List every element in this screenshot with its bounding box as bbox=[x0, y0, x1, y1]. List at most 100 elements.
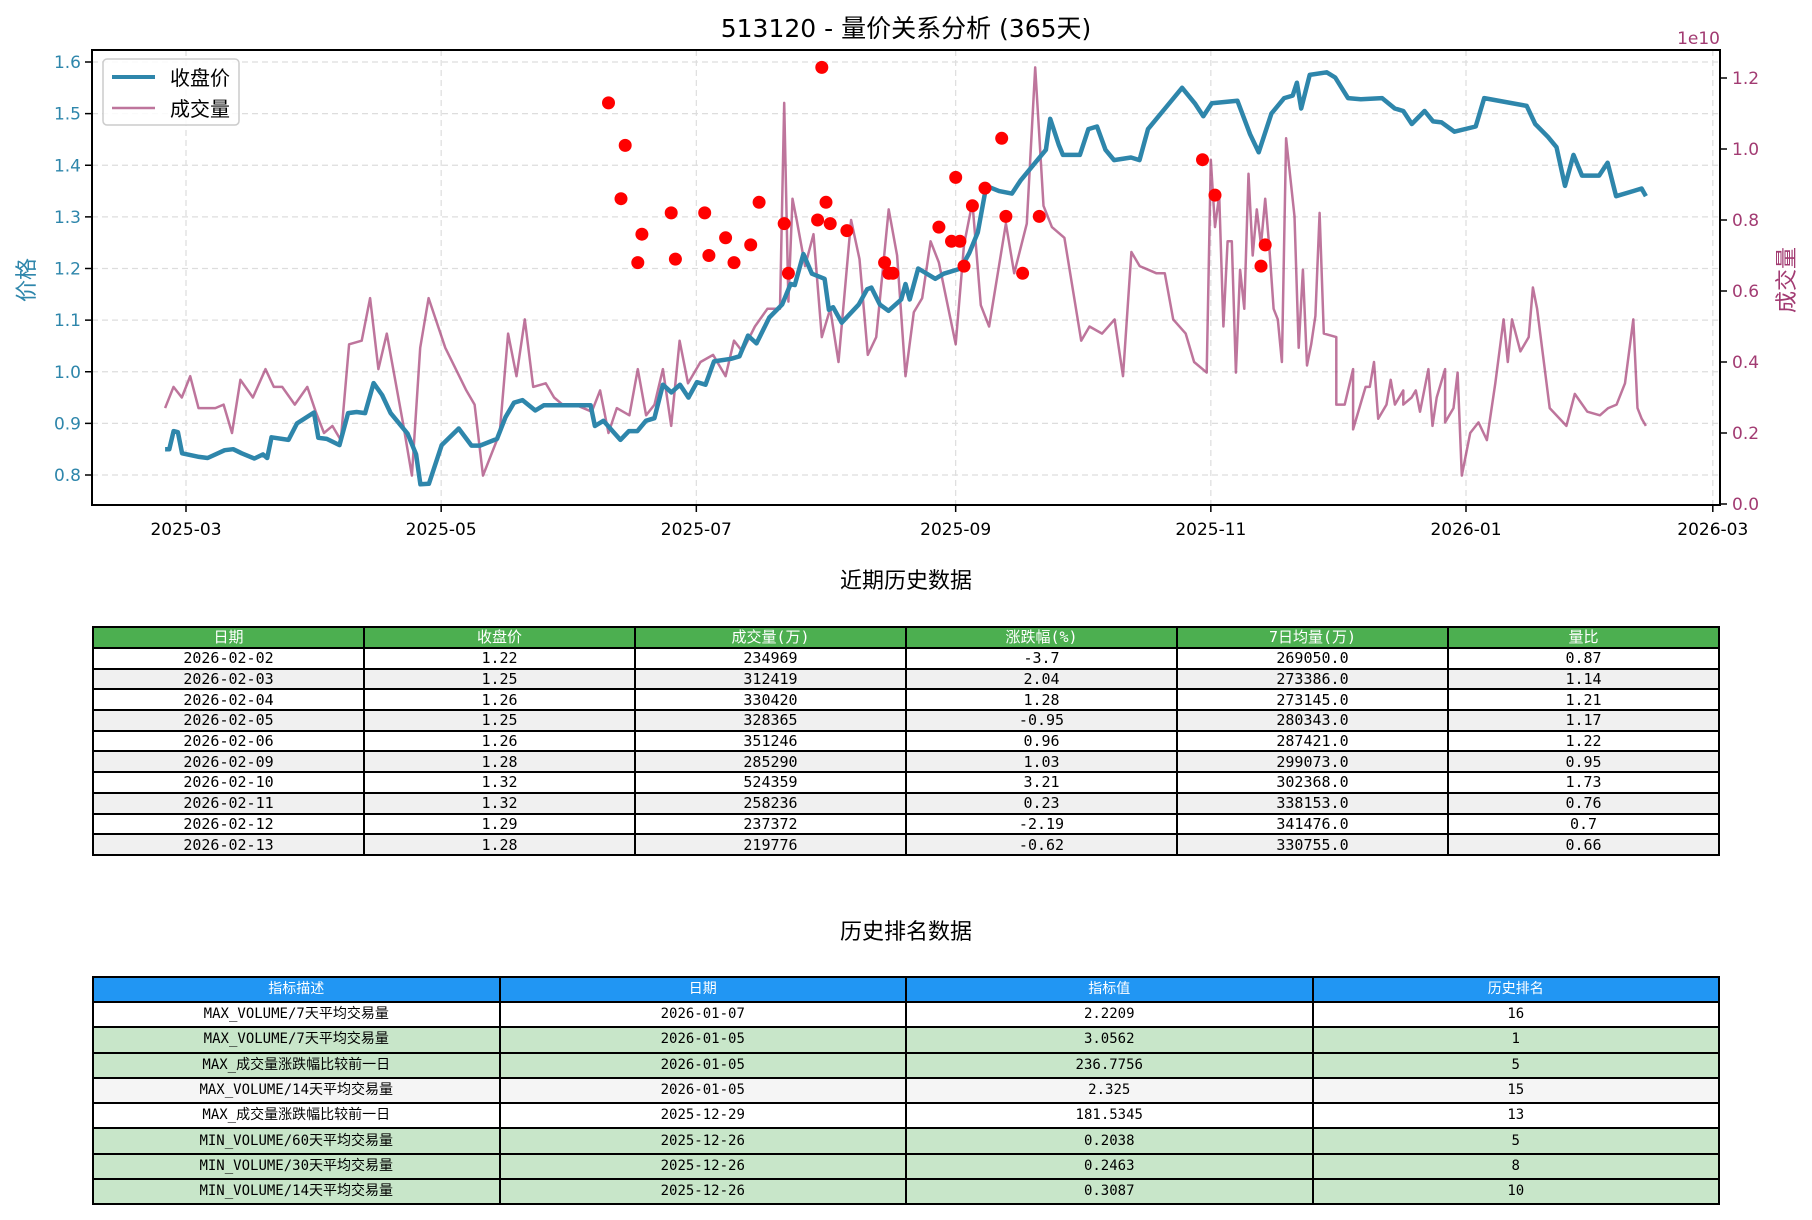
table-cell: 0.7 bbox=[1447, 812, 1720, 836]
table-cell: 15 bbox=[1311, 1076, 1720, 1105]
volume-spike-marker bbox=[965, 199, 979, 213]
rank-table-row: MIN_VOLUME/30天平均交易量 2025-12-26 0.2463 8 bbox=[92, 1152, 1720, 1181]
table-cell: 330755.0 bbox=[1176, 833, 1449, 856]
volume-spike-marker bbox=[631, 256, 645, 270]
legend: 收盘价 成交量 bbox=[102, 58, 240, 126]
x-tick-label: 2026-03 bbox=[1677, 520, 1748, 540]
rank-table-row: MAX_VOLUME/14天平均交易量 2026-01-05 2.325 15 bbox=[92, 1076, 1720, 1105]
volume-spike-marker bbox=[999, 209, 1013, 223]
table-cell: 0.3087 bbox=[905, 1178, 1314, 1206]
plot-frame bbox=[91, 49, 1721, 506]
table-cell: 1.17 bbox=[1447, 709, 1720, 732]
y2-tick-label: 0.4 bbox=[1732, 353, 1759, 373]
table-cell: 0.96 bbox=[905, 729, 1178, 753]
table-cell: -2.19 bbox=[905, 812, 1178, 836]
y2-tick-label: 0.0 bbox=[1732, 495, 1759, 515]
rank-data-table: 指标描述 日期 指标值 历史排名 MAX_VOLUME/7天平均交易量 2026-01-… bbox=[92, 976, 1720, 1206]
table-cell: 1.26 bbox=[363, 729, 636, 753]
column-header: 成交量(万) bbox=[634, 626, 907, 649]
table-cell: MIN_VOLUME/30天平均交易量 bbox=[92, 1152, 501, 1181]
volume-spike-marker bbox=[932, 220, 946, 234]
table-cell: 1.32 bbox=[363, 771, 636, 794]
volume-spike-marker bbox=[1258, 238, 1272, 252]
volume-spike-marker bbox=[698, 206, 712, 220]
column-header: 历史排名 bbox=[1311, 976, 1720, 1003]
table-cell: 2026-02-04 bbox=[92, 688, 365, 712]
volume-spike-marker bbox=[995, 131, 1009, 145]
table-cell: 269050.0 bbox=[1176, 647, 1449, 670]
table-cell: -3.7 bbox=[905, 647, 1178, 670]
table-cell: 2026-02-03 bbox=[92, 667, 365, 691]
table-cell: 3.0562 bbox=[905, 1026, 1314, 1054]
volume-spike-marker bbox=[752, 195, 766, 209]
column-header: 日期 bbox=[92, 626, 365, 649]
table-cell: 0.23 bbox=[905, 791, 1178, 815]
table-cell: 2026-01-07 bbox=[498, 1000, 907, 1029]
table-cell: 1.28 bbox=[363, 833, 636, 856]
table-cell: 285290 bbox=[634, 750, 907, 774]
x-tick-label: 2026-01 bbox=[1430, 520, 1501, 540]
table-cell: 2026-01-05 bbox=[498, 1076, 907, 1105]
table-cell: 3.21 bbox=[905, 771, 1178, 794]
table-cell: 273386.0 bbox=[1176, 667, 1449, 691]
rank-table-row: MAX_成交量涨跌幅比较前一日 2025-12-29 181.5345 13 bbox=[92, 1102, 1720, 1130]
volume-spike-marker bbox=[978, 181, 992, 195]
table-cell: MAX_VOLUME/14天平均交易量 bbox=[92, 1076, 501, 1105]
rank-table-row: MIN_VOLUME/60天平均交易量 2025-12-26 0.2038 5 bbox=[92, 1127, 1720, 1155]
table-cell: 236.7756 bbox=[905, 1051, 1314, 1079]
y-tick-label: 1.5 bbox=[54, 105, 81, 125]
volume-spike-marker bbox=[614, 192, 628, 206]
recent-data-table: 日期 收盘价 成交量(万) 涨跌幅(%) 7日均量(万) 量比 2026-02-02 1.2… bbox=[92, 626, 1720, 856]
table-cell: 1.26 bbox=[363, 688, 636, 712]
grid-lines bbox=[92, 50, 1720, 505]
table-cell: 2026-02-05 bbox=[92, 709, 365, 732]
recent-table-row: 2026-02-12 1.29 237372 -2.19 341476.0 0.7 bbox=[92, 812, 1720, 836]
y-axis-right-offset: 1e10 bbox=[1677, 29, 1720, 49]
table-cell: 312419 bbox=[634, 667, 907, 691]
table-cell: -0.95 bbox=[905, 709, 1178, 732]
price-volume-chart: 513120 - 量价关系分析 (365天) 2025-03 2025-05 202… bbox=[15, 14, 1800, 540]
table-cell: 299073.0 bbox=[1176, 750, 1449, 774]
volume-spike-marker bbox=[777, 217, 791, 231]
volume-spike-marker bbox=[668, 252, 682, 266]
table-cell: 5 bbox=[1311, 1051, 1720, 1079]
table-cell: 0.2038 bbox=[905, 1127, 1314, 1155]
x-tick-label: 2025-09 bbox=[920, 520, 991, 540]
price-line bbox=[165, 70, 1648, 487]
volume-spike-marker bbox=[957, 259, 971, 273]
table-cell: 2.04 bbox=[905, 667, 1178, 691]
volume-spike-marker bbox=[819, 195, 833, 209]
table-cell: 10 bbox=[1311, 1178, 1720, 1206]
legend-volume-label: 成交量 bbox=[170, 97, 230, 121]
y-tick-label: 1.6 bbox=[54, 53, 81, 73]
volume-spike-marker bbox=[781, 266, 795, 280]
y2-tick-label: 0.8 bbox=[1732, 211, 1759, 231]
recent-table-row: 2026-02-11 1.32 258236 0.23 338153.0 0.76 bbox=[92, 791, 1720, 815]
recent-table-row: 2026-02-05 1.25 328365 -0.95 280343.0 1.17 bbox=[92, 709, 1720, 732]
table-cell: MAX_VOLUME/7天平均交易量 bbox=[92, 1026, 501, 1054]
table-cell: 1.25 bbox=[363, 709, 636, 732]
table-cell: 2025-12-29 bbox=[498, 1102, 907, 1130]
column-header: 收盘价 bbox=[363, 626, 636, 649]
table-cell: 1.25 bbox=[363, 667, 636, 691]
recent-table-row: 2026-02-02 1.22 234969 -3.7 269050.0 0.87 bbox=[92, 647, 1720, 670]
table-cell: 338153.0 bbox=[1176, 791, 1449, 815]
table-cell: 1.32 bbox=[363, 791, 636, 815]
volume-spike-marker bbox=[953, 234, 967, 248]
table-cell: 2025-12-26 bbox=[498, 1178, 907, 1206]
volume-spike-marker bbox=[811, 213, 825, 227]
x-axis-ticks: 2025-03 2025-05 2025-07 2025-09 2025-11 2026-… bbox=[150, 505, 1748, 540]
recent-table-row: 2026-02-03 1.25 312419 2.04 273386.0 1.14 bbox=[92, 667, 1720, 691]
x-tick-label: 2025-07 bbox=[661, 520, 732, 540]
volume-spike-marker bbox=[878, 256, 892, 270]
recent-table-row: 2026-02-09 1.28 285290 1.03 299073.0 0.95 bbox=[92, 750, 1720, 774]
table-cell: 1.22 bbox=[363, 647, 636, 670]
rank-table-row: MIN_VOLUME/14天平均交易量 2025-12-26 0.3087 10 bbox=[92, 1178, 1720, 1206]
table-cell: 328365 bbox=[634, 709, 907, 732]
volume-spike-marker bbox=[949, 170, 963, 184]
volume-spike-marker bbox=[744, 238, 758, 252]
table-cell: 219776 bbox=[634, 833, 907, 856]
table-cell: MIN_VOLUME/60天平均交易量 bbox=[92, 1127, 501, 1155]
y-tick-label: 1.0 bbox=[54, 363, 81, 383]
recent-table-row: 2026-02-04 1.26 330420 1.28 273145.0 1.21 bbox=[92, 688, 1720, 712]
